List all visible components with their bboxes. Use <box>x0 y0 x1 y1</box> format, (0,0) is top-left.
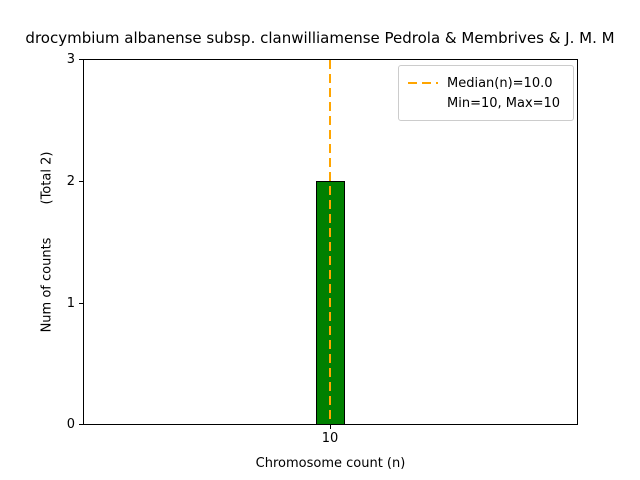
y-tick-mark <box>79 303 83 304</box>
x-tick-label: 10 <box>321 431 339 446</box>
y-tick-label: 3 <box>66 52 75 67</box>
y-tick-mark <box>79 424 83 425</box>
legend-label: Min=10, Max=10 <box>447 95 561 111</box>
y-tick-mark <box>79 181 83 182</box>
y-tick-label: 1 <box>66 296 75 311</box>
chart-title: drocymbium albanense subsp. clanwilliame… <box>25 29 615 47</box>
y-axis-label: Num of counts (Total 2) <box>39 151 55 333</box>
x-tick-mark <box>330 425 331 429</box>
legend-entry-median: Median(n)=10.0 <box>408 73 564 93</box>
legend: Median(n)=10.0 Min=10, Max=10 <box>398 65 574 121</box>
y-tick-label: 2 <box>66 174 75 189</box>
median-line <box>329 60 331 424</box>
empty-legend-symbol <box>408 102 438 104</box>
dashed-line-icon <box>408 82 438 84</box>
x-axis-label: Chromosome count (n) <box>255 456 406 471</box>
y-tick-label: 0 <box>66 417 75 432</box>
legend-entry-minmax: Min=10, Max=10 <box>408 93 564 113</box>
y-tick-mark <box>79 59 83 60</box>
legend-label: Median(n)=10.0 <box>447 75 553 91</box>
